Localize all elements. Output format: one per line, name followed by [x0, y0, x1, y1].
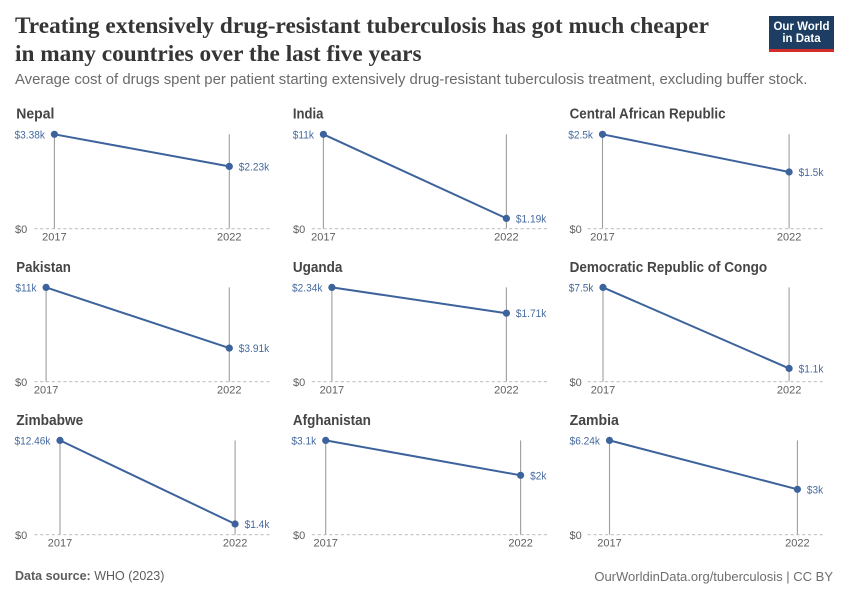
svg-text:Zimbabwe: Zimbabwe — [16, 413, 83, 429]
svg-text:2022: 2022 — [217, 231, 241, 243]
svg-text:Uganda: Uganda — [293, 260, 343, 276]
svg-text:$1.5k: $1.5k — [799, 167, 824, 179]
svg-text:2017: 2017 — [597, 537, 621, 549]
svg-text:$3.1k: $3.1k — [291, 435, 316, 447]
svg-text:$0: $0 — [570, 530, 582, 542]
svg-text:$0: $0 — [293, 224, 305, 236]
svg-text:2022: 2022 — [508, 537, 532, 549]
svg-text:Afghanistan: Afghanistan — [293, 413, 371, 429]
svg-text:2022: 2022 — [777, 384, 801, 396]
svg-text:2017: 2017 — [34, 384, 58, 396]
svg-text:India: India — [293, 107, 324, 123]
svg-text:2017: 2017 — [590, 231, 614, 243]
svg-text:Nepal: Nepal — [16, 107, 54, 123]
svg-text:2022: 2022 — [494, 384, 518, 396]
svg-text:2017: 2017 — [313, 537, 337, 549]
svg-text:2017: 2017 — [42, 231, 66, 243]
svg-text:$0: $0 — [293, 377, 305, 389]
svg-text:$3.91k: $3.91k — [239, 343, 270, 355]
svg-text:2022: 2022 — [223, 537, 247, 549]
svg-text:2022: 2022 — [494, 231, 518, 243]
svg-text:$7.5k: $7.5k — [569, 282, 594, 294]
svg-text:2017: 2017 — [48, 537, 72, 549]
svg-text:$0: $0 — [293, 530, 305, 542]
svg-text:$0: $0 — [15, 224, 27, 236]
svg-text:$11k: $11k — [293, 129, 315, 141]
svg-text:$2.5k: $2.5k — [568, 129, 593, 141]
svg-text:$12.46k: $12.46k — [15, 435, 51, 447]
svg-text:Central African Republic: Central African Republic — [570, 107, 726, 123]
svg-text:$11k: $11k — [15, 282, 37, 294]
svg-text:$0: $0 — [570, 377, 582, 389]
svg-text:$2k: $2k — [530, 470, 547, 482]
svg-text:Zambia: Zambia — [570, 413, 620, 429]
svg-text:$2.34k: $2.34k — [292, 282, 323, 294]
svg-text:$6.24k: $6.24k — [570, 435, 601, 447]
svg-text:$0: $0 — [15, 377, 27, 389]
svg-text:$1.71k: $1.71k — [516, 308, 547, 320]
svg-text:2022: 2022 — [777, 231, 801, 243]
svg-text:$2.23k: $2.23k — [239, 161, 270, 173]
svg-text:2017: 2017 — [320, 384, 344, 396]
svg-text:2022: 2022 — [217, 384, 241, 396]
svg-text:$1.19k: $1.19k — [516, 213, 547, 225]
svg-text:2017: 2017 — [311, 231, 335, 243]
svg-text:$0: $0 — [15, 530, 27, 542]
svg-text:$1.1k: $1.1k — [799, 363, 824, 375]
svg-text:$3k: $3k — [807, 484, 824, 496]
svg-text:2022: 2022 — [785, 537, 809, 549]
svg-text:Democratic Republic of Congo: Democratic Republic of Congo — [570, 260, 768, 276]
svg-text:Pakistan: Pakistan — [16, 260, 71, 276]
svg-text:$0: $0 — [570, 224, 582, 236]
svg-text:2017: 2017 — [591, 384, 615, 396]
svg-text:$1.4k: $1.4k — [245, 519, 270, 531]
svg-text:$3.38k: $3.38k — [15, 129, 46, 141]
